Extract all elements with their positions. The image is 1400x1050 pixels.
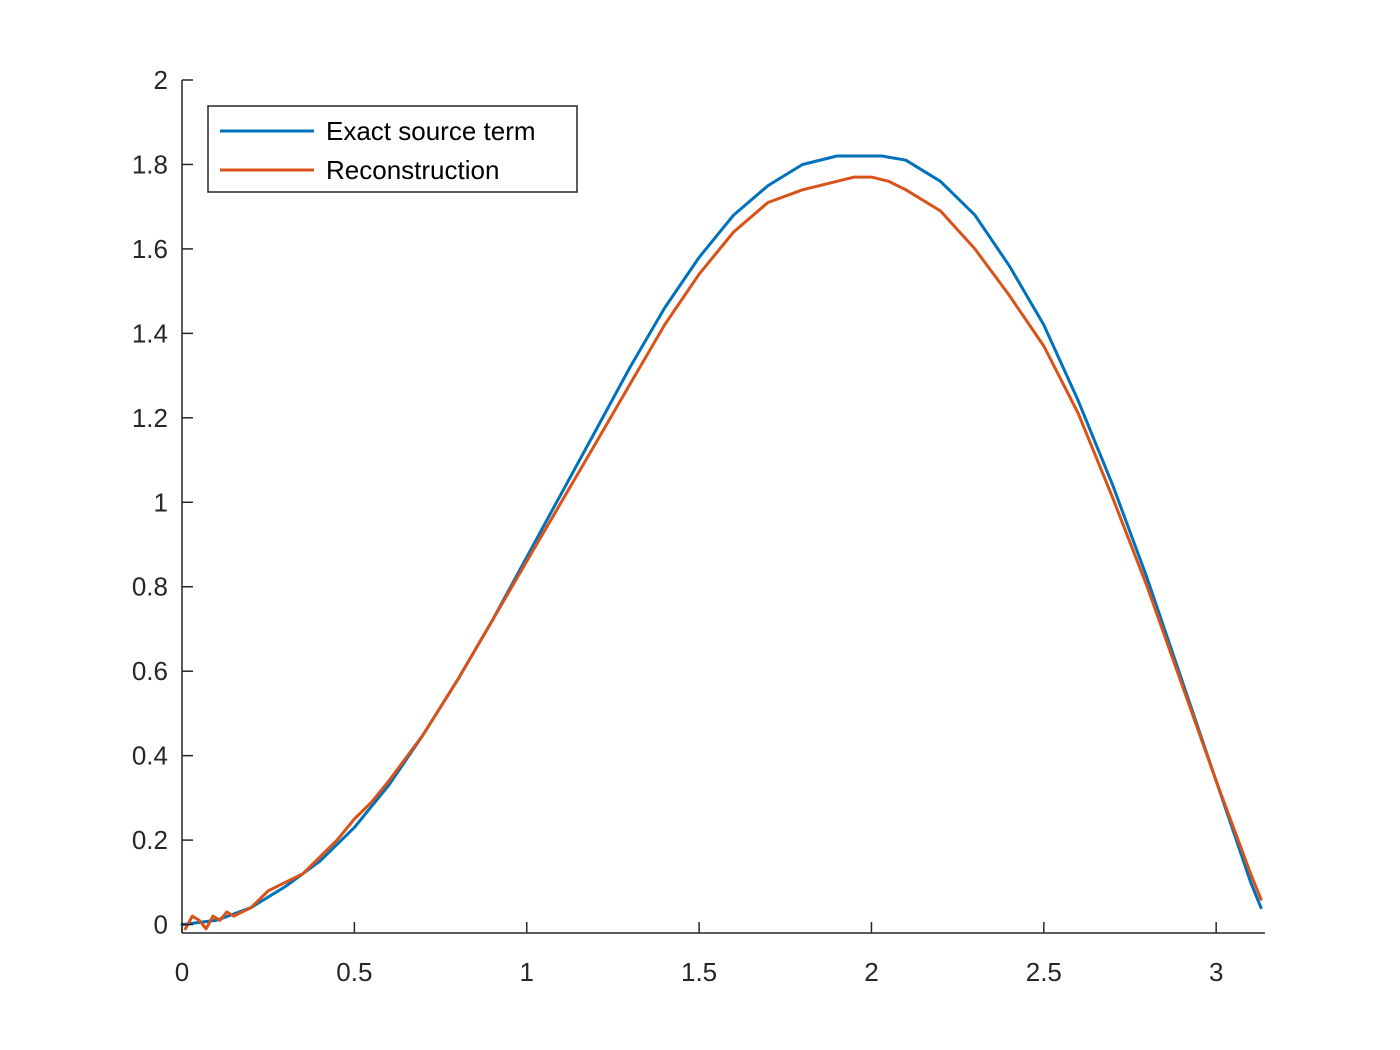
y-tick-label: 0.8 [132, 572, 168, 602]
y-tick-label: 1.4 [132, 318, 168, 348]
y-tick-label: 1.6 [132, 234, 168, 264]
y-axis-ticks: 0 0.2 0.4 0.6 0.8 1 1.2 1.4 1.6 1.8 2 [132, 65, 193, 940]
y-tick-label: 1.8 [132, 149, 168, 179]
x-tick-label: 0 [175, 957, 189, 987]
series-line-exact-source-term [180, 154, 1263, 927]
x-axis-ticks: 0 0.5 1 1.5 2 2.5 3 [175, 922, 1223, 987]
legend: Exact source term Reconstruction [207, 105, 578, 193]
series-layer [180, 154, 1263, 931]
x-tick-label: 1.5 [681, 957, 717, 987]
x-tick-label: 2.5 [1026, 957, 1062, 987]
series-line-reconstruction [183, 175, 1263, 931]
y-tick-label: 0.4 [132, 741, 168, 771]
x-tick-label: 0.5 [336, 957, 372, 987]
y-tick-label: 1.2 [132, 403, 168, 433]
y-tick-label: 2 [154, 65, 168, 95]
y-tick-label: 0.2 [132, 825, 168, 855]
legend-label: Exact source term [326, 116, 536, 146]
x-tick-label: 2 [864, 957, 878, 987]
y-tick-label: 1 [154, 487, 168, 517]
legend-box [207, 105, 578, 193]
x-tick-label: 3 [1209, 957, 1223, 987]
x-tick-label: 1 [519, 957, 533, 987]
legend-label: Reconstruction [326, 155, 499, 185]
y-tick-label: 0 [154, 910, 168, 940]
y-tick-label: 0.6 [132, 656, 168, 686]
